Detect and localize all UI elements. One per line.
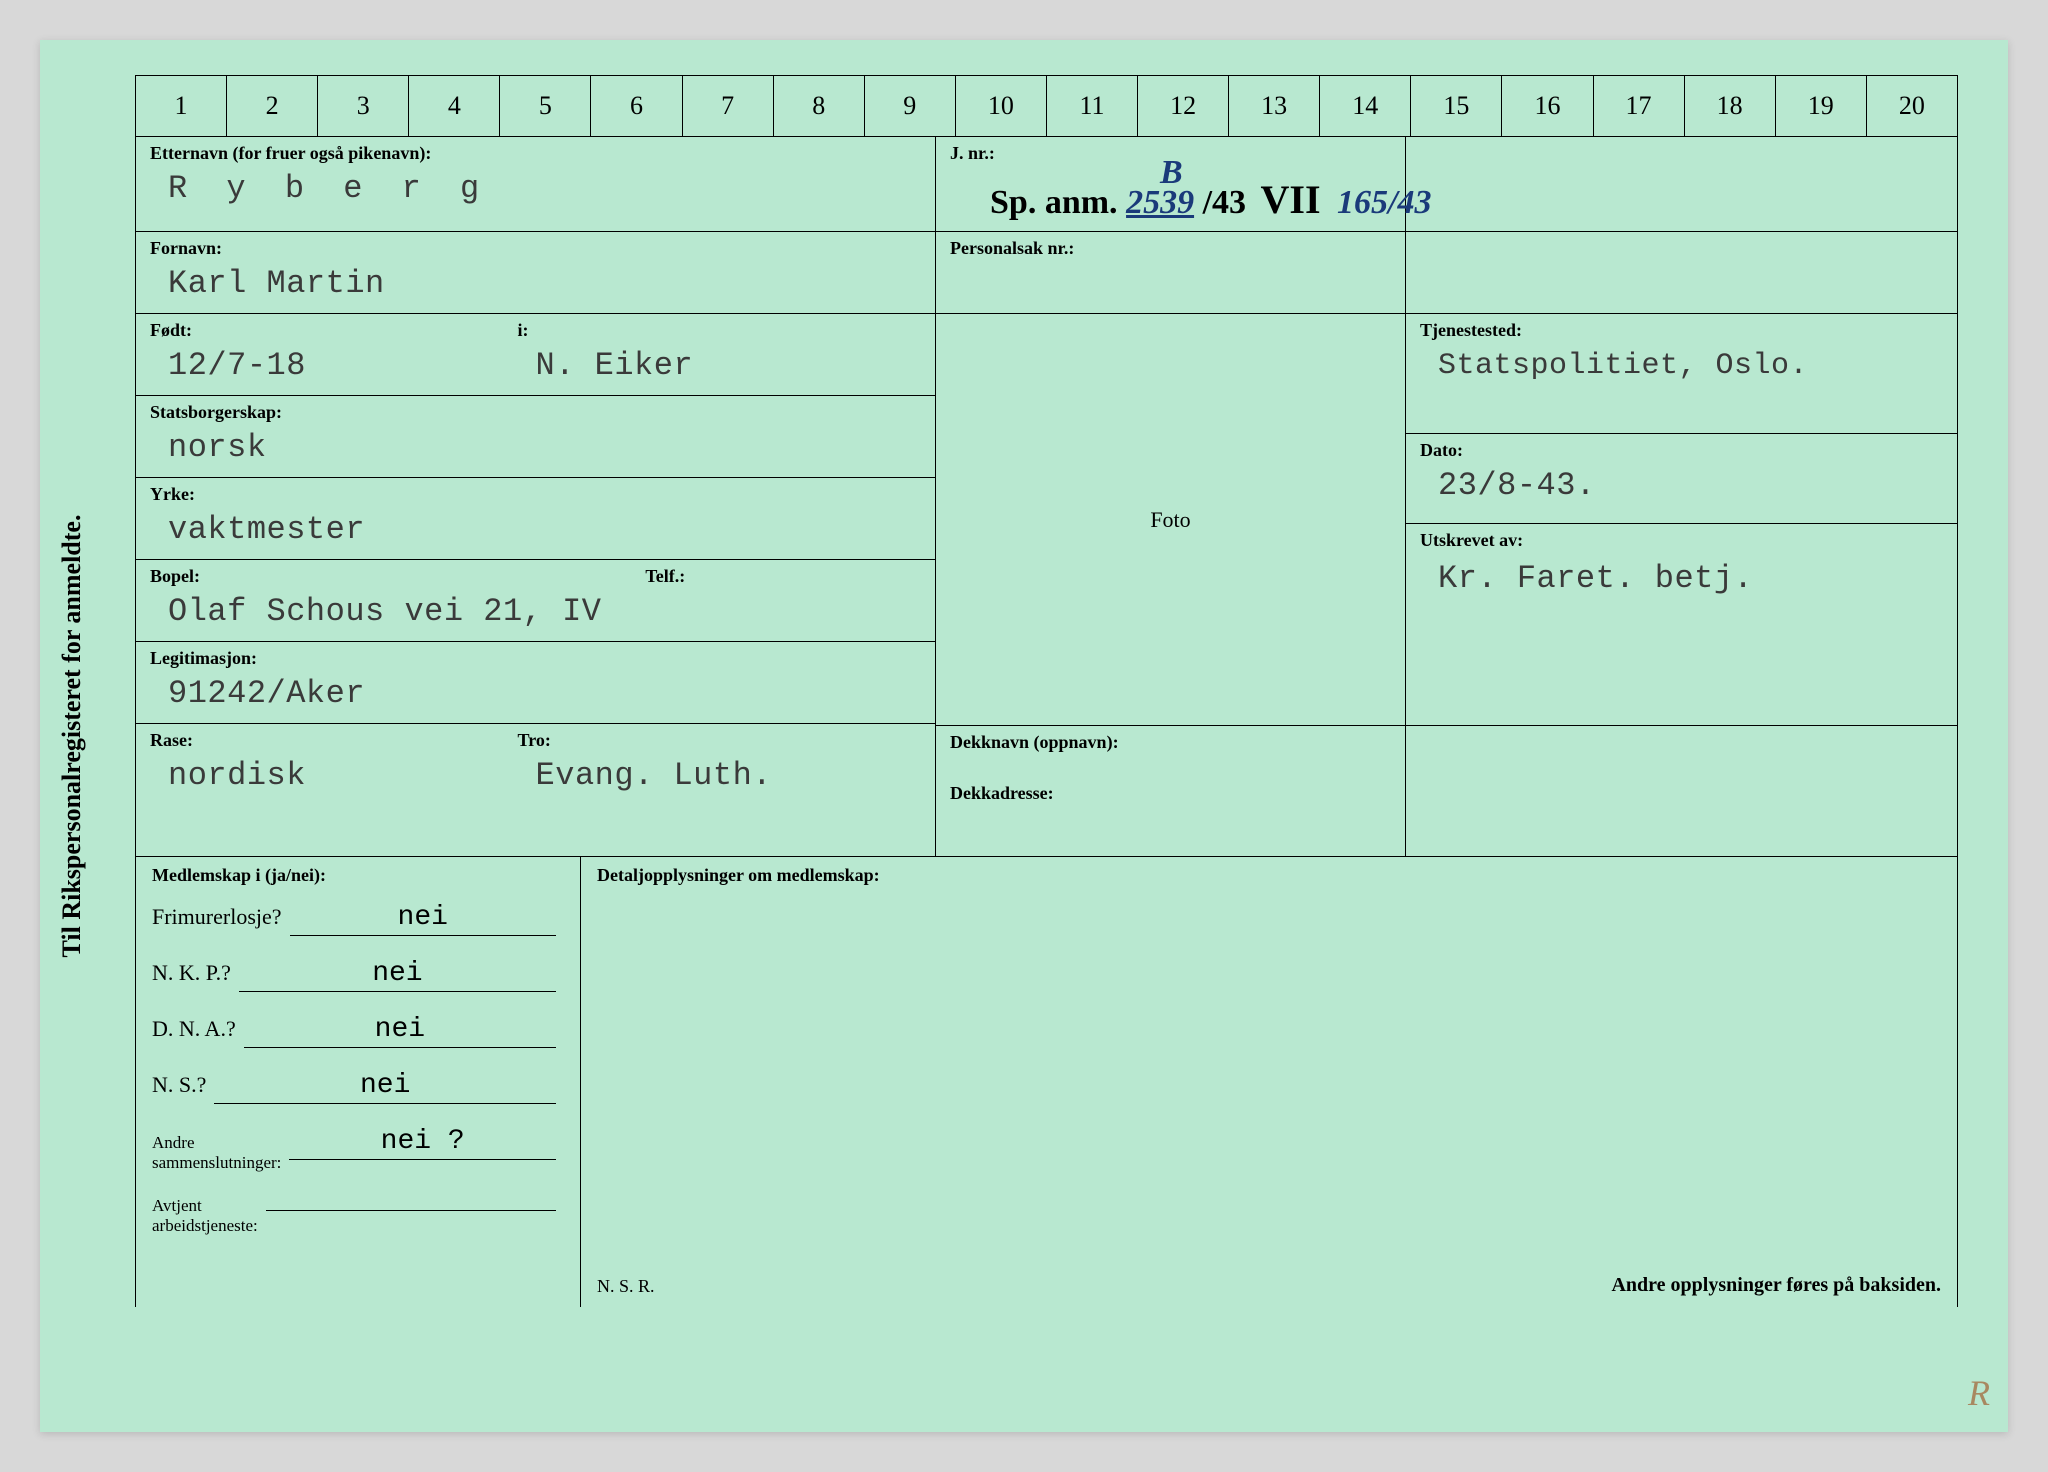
ruler-cell: 9 xyxy=(865,76,956,136)
label-yrke: Yrke: xyxy=(150,484,921,505)
jnr-b: B xyxy=(1160,154,1183,192)
label-bopel: Bopel: xyxy=(150,566,617,587)
label-dato: Dato: xyxy=(1420,440,1943,461)
ruler-cell: 13 xyxy=(1229,76,1320,136)
label-personalsak: Personalsak nr.: xyxy=(950,238,1391,259)
value-dato: 23/8-43. xyxy=(1420,461,1943,506)
ruler-cell: 10 xyxy=(956,76,1047,136)
value-fornavn: Karl Martin xyxy=(150,259,921,304)
ruler-cell: 5 xyxy=(500,76,591,136)
value-tro: Evang. Luth. xyxy=(518,751,921,796)
label-telf: Telf.: xyxy=(645,566,921,587)
label-utskrevet: Utskrevet av: xyxy=(1420,530,1943,551)
label-nkp: N. K. P.? xyxy=(152,960,231,986)
right-column: Tjenestested: Statspolitiet, Oslo. Dato:… xyxy=(1406,137,1957,856)
jnr-prefix: Sp. anm. xyxy=(990,184,1118,221)
r-annotation: R xyxy=(1968,1372,1990,1414)
label-foto: Foto xyxy=(1150,507,1190,533)
ruler-cell: 2 xyxy=(227,76,318,136)
value-dekknavn xyxy=(950,753,1391,783)
value-dna: nei xyxy=(244,1014,556,1048)
label-nsr: N. S. R. xyxy=(597,1276,655,1297)
label-i: i: xyxy=(518,320,921,341)
ruler-cell: 16 xyxy=(1502,76,1593,136)
registration-card: Til Rikspersonalregisteret for anmeldte.… xyxy=(40,40,2008,1432)
vertical-title: Til Rikspersonalregisteret for anmeldte. xyxy=(57,436,87,1036)
value-dekkadresse xyxy=(950,804,1391,842)
number-ruler: 1234567891011121314151617181920 xyxy=(135,75,1958,137)
label-dekknavn: Dekknavn (oppnavn): xyxy=(950,732,1391,753)
main-grid: Etternavn (for fruer også pikenavn): R y… xyxy=(135,137,1958,857)
ruler-cell: 19 xyxy=(1776,76,1867,136)
label-andre: Andre sammenslutninger: xyxy=(152,1133,281,1174)
value-telf xyxy=(645,587,921,625)
details-column: Detaljopplysninger om medlemskap: N. S. … xyxy=(581,857,1957,1307)
value-statsborgerskap: norsk xyxy=(150,423,921,468)
value-fodt-i: N. Eiker xyxy=(518,341,921,386)
ruler-cell: 6 xyxy=(591,76,682,136)
ruler-cell: 17 xyxy=(1594,76,1685,136)
value-frimurer: nei xyxy=(290,902,556,936)
label-etternavn: Etternavn (for fruer også pikenavn): xyxy=(150,143,921,164)
label-frimurer: Frimurerlosje? xyxy=(152,904,282,930)
card-content: 1234567891011121314151617181920 Etternav… xyxy=(135,75,1958,1402)
middle-column: J. nr.: B Sp. anm. 2539 /43 VII 165/43 P… xyxy=(936,137,1406,856)
value-legitimasjon: 91242/Aker xyxy=(150,669,921,714)
label-dekkadresse: Dekkadresse: xyxy=(950,783,1391,804)
label-tro: Tro: xyxy=(518,730,921,751)
ruler-cell: 7 xyxy=(683,76,774,136)
value-avtjent xyxy=(266,1208,556,1211)
jnr-vii: VII xyxy=(1261,177,1321,222)
jnr-tail: 165/43 xyxy=(1337,184,1431,221)
value-ns: nei xyxy=(214,1070,556,1104)
label-detalj: Detaljopplysninger om medlemskap: xyxy=(597,865,1941,886)
foto-box: Foto xyxy=(936,314,1405,726)
label-fornavn: Fornavn: xyxy=(150,238,921,259)
value-tjenestested: Statspolitiet, Oslo. xyxy=(1420,341,1943,388)
ruler-cell: 15 xyxy=(1411,76,1502,136)
lower-section: Medlemskap i (ja/nei): Frimurerlosje? ne… xyxy=(135,857,1958,1307)
ruler-cell: 11 xyxy=(1047,76,1138,136)
left-column: Etternavn (for fruer også pikenavn): R y… xyxy=(136,137,936,856)
label-tjenestested: Tjenestested: xyxy=(1420,320,1943,341)
label-avtjent: Avtjent arbeidstjeneste: xyxy=(152,1196,258,1237)
label-rase: Rase: xyxy=(150,730,490,751)
value-personalsak xyxy=(950,259,1391,297)
value-rase: nordisk xyxy=(150,751,490,796)
value-jnr: B Sp. anm. 2539 /43 VII 165/43 xyxy=(950,164,1950,227)
label-ns: N. S.? xyxy=(152,1072,206,1098)
ruler-cell: 14 xyxy=(1320,76,1411,136)
value-andre: nei ? xyxy=(289,1126,556,1160)
ruler-cell: 18 xyxy=(1685,76,1776,136)
value-etternavn: R y b e r g xyxy=(150,164,921,209)
value-utskrevet: Kr. Faret. betj. xyxy=(1420,551,1943,604)
label-medlemskap: Medlemskap i (ja/nei): xyxy=(152,865,564,886)
ruler-cell: 20 xyxy=(1867,76,1957,136)
label-baksiden: Andre opplysninger føres på baksiden. xyxy=(1611,1274,1941,1297)
value-nkp: nei xyxy=(239,958,556,992)
ruler-cell: 12 xyxy=(1138,76,1229,136)
ruler-cell: 8 xyxy=(774,76,865,136)
label-legitimasjon: Legitimasjon: xyxy=(150,648,921,669)
ruler-cell: 1 xyxy=(136,76,227,136)
ruler-cell: 4 xyxy=(409,76,500,136)
value-bopel: Olaf Schous vei 21, IV xyxy=(150,587,617,632)
label-statsborgerskap: Statsborgerskap: xyxy=(150,402,921,423)
membership-column: Medlemskap i (ja/nei): Frimurerlosje? ne… xyxy=(136,857,581,1307)
value-yrke: vaktmester xyxy=(150,505,921,550)
label-dna: D. N. A.? xyxy=(152,1016,236,1042)
label-fodt: Født: xyxy=(150,320,490,341)
jnr-slash43: /43 xyxy=(1203,184,1246,221)
ruler-cell: 3 xyxy=(318,76,409,136)
value-fodt: 12/7-18 xyxy=(150,341,490,386)
